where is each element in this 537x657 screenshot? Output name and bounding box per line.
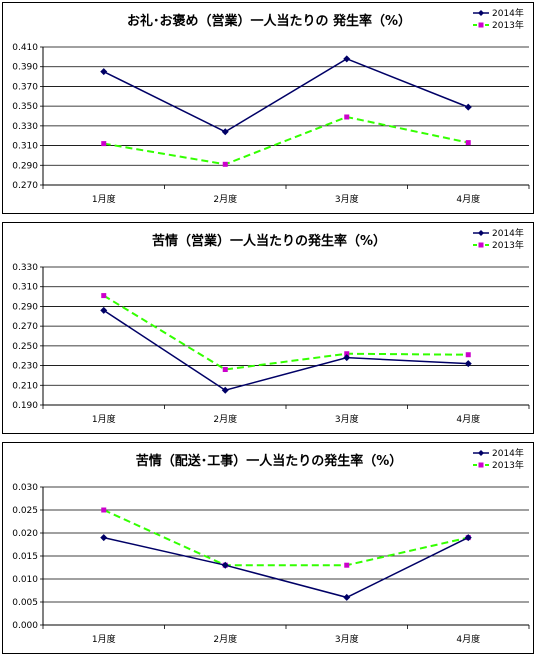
y-tick-label: 0.210 <box>12 381 38 391</box>
data-point <box>100 68 108 76</box>
chart-title: お礼･お褒め（営業）一人当たりの 発生率（%） <box>127 13 411 29</box>
data-point <box>101 141 107 147</box>
series-line-2013年 <box>103 115 469 166</box>
x-tick-label: 4月度 <box>456 413 480 425</box>
y-tick-label: 0.250 <box>12 342 38 352</box>
y-tick-label: 0.190 <box>12 401 38 411</box>
legend-label: 2014年 <box>492 447 524 459</box>
data-point <box>100 306 108 314</box>
y-tick-label: 0.270 <box>12 181 38 191</box>
y-tick-label: 0.015 <box>12 552 38 562</box>
chart-title: 苦情（配送･工事）一人当たりの発生率（%） <box>136 453 403 469</box>
data-point <box>101 293 107 299</box>
legend-marker <box>478 22 484 28</box>
y-tick-label: 0.020 <box>12 529 38 539</box>
y-tick-label: 0.410 <box>12 43 38 53</box>
data-point <box>222 161 228 167</box>
data-point <box>221 128 229 136</box>
x-tick-label: 4月度 <box>456 633 480 645</box>
x-tick-label: 3月度 <box>335 193 359 205</box>
x-tick-label: 2月度 <box>213 193 237 205</box>
series-line-2014年 <box>103 57 469 133</box>
y-tick-label: 0.290 <box>12 161 38 171</box>
y-tick-label: 0.350 <box>12 102 38 112</box>
y-tick-label: 0.310 <box>12 283 38 293</box>
y-tick-label: 0.370 <box>12 82 38 92</box>
legend-marker <box>478 10 484 16</box>
data-point <box>343 593 351 601</box>
data-point <box>465 352 471 358</box>
legend-label: 2014年 <box>492 7 524 19</box>
series-line-2014年 <box>103 536 469 599</box>
data-point <box>343 55 351 63</box>
y-tick-label: 0.330 <box>12 122 38 132</box>
series-line-2013年 <box>103 509 469 567</box>
x-tick-label: 2月度 <box>213 413 237 425</box>
data-point <box>101 507 107 513</box>
y-tick-label: 0.390 <box>12 63 38 73</box>
series-line-2014年 <box>103 309 469 392</box>
legend-label: 2013年 <box>492 459 524 471</box>
y-tick-label: 0.270 <box>12 322 38 332</box>
x-tick-label: 1月度 <box>92 633 116 645</box>
data-point <box>343 354 351 362</box>
legend-marker <box>478 242 484 248</box>
data-point <box>464 103 472 111</box>
x-tick-label: 2月度 <box>213 633 237 645</box>
chart-svg-1: お礼･お褒め（営業）一人当たりの 発生率（%） 0.270 0.290 0.310 0.… <box>12 7 530 205</box>
chart-panel-1: お礼･お褒め（営業）一人当たりの 発生率（%） 0.270 0.290 0.310 0.… <box>2 2 534 214</box>
data-point <box>221 386 229 394</box>
x-tick-label: 1月度 <box>92 413 116 425</box>
series-line-2013年 <box>103 294 469 371</box>
data-point <box>222 367 228 373</box>
y-tick-label: 0.310 <box>12 142 38 152</box>
x-tick-label: 4月度 <box>456 193 480 205</box>
legend-label: 2014年 <box>492 227 524 239</box>
data-point <box>464 534 472 542</box>
chart-panel-3: 苦情（配送･工事）一人当たりの発生率（%） 0.000 0.005 0.010 0.01… <box>2 442 534 654</box>
legend-label: 2013年 <box>492 19 524 31</box>
x-tick-label: 1月度 <box>92 193 116 205</box>
data-point <box>465 140 471 146</box>
data-point <box>344 351 350 357</box>
chart-svg-3: 苦情（配送･工事）一人当たりの発生率（%） 0.000 0.005 0.010 0.01… <box>12 447 530 645</box>
chart-title: 苦情（営業）一人当たりの発生率（%） <box>152 233 386 249</box>
chart-svg-2: 苦情（営業）一人当たりの発生率（%） 0.190 0.210 0.230 0.250 0.… <box>12 227 530 425</box>
data-point <box>464 360 472 368</box>
x-tick-label: 3月度 <box>335 413 359 425</box>
data-point <box>344 562 350 568</box>
y-tick-label: 0.330 <box>12 263 38 273</box>
legend-marker <box>478 462 484 468</box>
chart-panel-2: 苦情（営業）一人当たりの発生率（%） 0.190 0.210 0.230 0.250 0.… <box>2 222 534 434</box>
data-point <box>344 114 350 120</box>
y-tick-label: 0.000 <box>12 621 38 631</box>
y-tick-label: 0.290 <box>12 302 38 312</box>
y-tick-label: 0.025 <box>12 506 38 516</box>
legend-marker <box>478 450 484 456</box>
x-tick-label: 3月度 <box>335 633 359 645</box>
y-tick-label: 0.030 <box>12 483 38 493</box>
y-tick-label: 0.230 <box>12 362 38 372</box>
legend-marker <box>478 230 484 236</box>
legend-label: 2013年 <box>492 239 524 251</box>
y-tick-label: 0.010 <box>12 575 38 585</box>
y-tick-label: 0.005 <box>12 598 38 608</box>
data-point <box>221 561 229 569</box>
data-point <box>100 534 108 542</box>
